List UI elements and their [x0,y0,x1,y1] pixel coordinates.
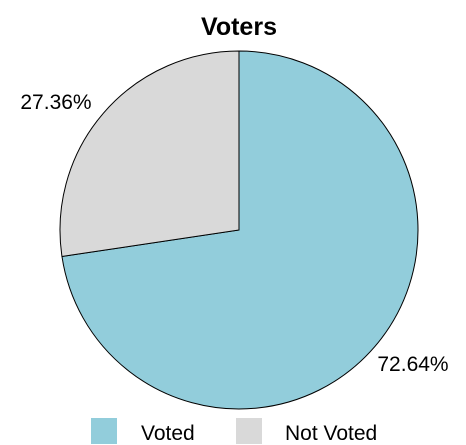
legend: Voted Not Voted [91,418,377,445]
legend-swatch-voted [91,418,117,444]
slice-labels: 72.64% 27.36% [20,91,448,376]
legend-swatch-not-voted [236,418,262,444]
legend-label-voted: Voted [141,422,195,445]
chart-title: Voters [201,13,277,41]
slice-label-voted: 72.64% [377,353,448,376]
pie-slices [59,50,419,410]
pie-slice-voted [61,50,419,410]
slice-label-not-voted: 27.36% [20,91,91,114]
legend-label-not-voted: Not Voted [285,422,377,445]
pie-slice-not-voted [59,50,240,258]
